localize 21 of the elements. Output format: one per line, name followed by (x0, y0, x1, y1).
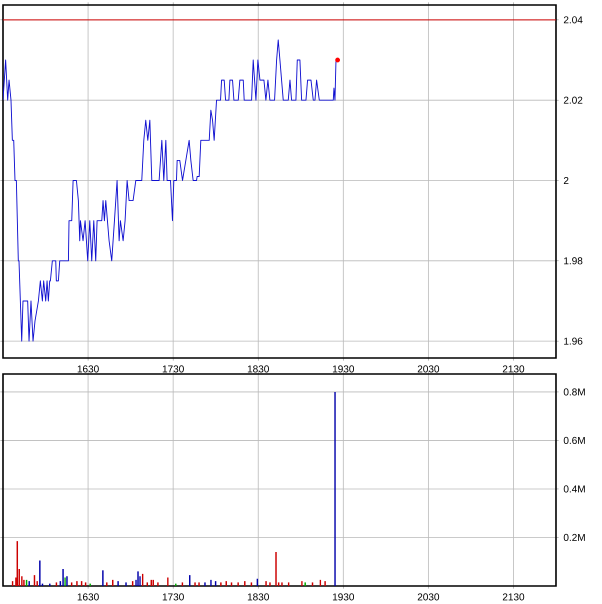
y-tick-label: 1.96 (564, 338, 582, 345)
y-tick-label: 2.04 (564, 16, 583, 24)
x-tick-label: 1630 (78, 365, 99, 372)
y-tick-label: 1.98 (564, 257, 582, 264)
x-tick-label: 1630 (78, 593, 99, 600)
x-tick-label: 1830 (248, 365, 269, 372)
x-tick-label: 2130 (502, 365, 524, 372)
x-tick-label: 1830 (248, 593, 269, 600)
x-tick-label: 1730 (162, 593, 184, 600)
y-tick-label: 0.8M (564, 388, 585, 396)
x-tick-label: 1930 (332, 365, 354, 372)
y-tick-label: 0.2M (564, 534, 585, 542)
x-tick-label: 1730 (162, 365, 184, 372)
y-tick-label: 2.02 (564, 96, 582, 104)
y-tick-label: 0.4M (564, 485, 585, 493)
x-tick-label: 2030 (418, 365, 440, 372)
x-tick-label: 2130 (502, 593, 524, 600)
y-tick-label: 0.6M (564, 436, 585, 444)
x-tick-label: 2030 (418, 593, 440, 600)
x-tick-label: 1930 (332, 593, 354, 600)
y-tick-label: 2 (564, 177, 568, 184)
